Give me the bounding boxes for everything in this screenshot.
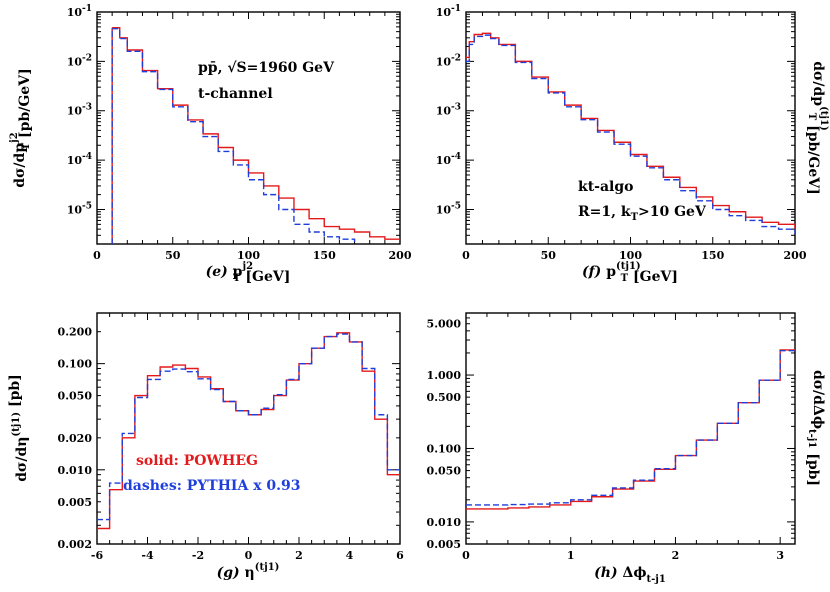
x-axis-label: (h) Δϕt-j1: [594, 565, 666, 585]
x-tick-label: 6: [396, 549, 404, 562]
y-axis-label: dσ/dp(tj1)T [pb/GeV]: [805, 61, 829, 194]
series-powheg: [466, 32, 795, 230]
x-tick-label: 150: [313, 249, 336, 262]
plot-frame: [465, 312, 796, 545]
x-tick-label: 50: [165, 249, 181, 262]
x-tick-label: 100: [619, 249, 642, 262]
series-powheg: [97, 332, 400, 530]
series-pythia: [97, 333, 400, 521]
x-axis-label: (g) η(tj1): [217, 562, 280, 581]
x-tick-label: 2: [295, 549, 303, 562]
y-tick-label: 0.200: [58, 326, 93, 339]
annotation-channel: t-channel: [198, 86, 273, 102]
y-tick-label: 10-4: [67, 152, 92, 167]
y-tick-label: 10-2: [436, 53, 461, 68]
x-axis-label: (e) pj2 T [GeV]: [206, 261, 291, 285]
annotation-algorithm: kt-algo: [578, 179, 634, 195]
x-tick-label: 0: [462, 249, 470, 262]
y-tick-label: 0.100: [427, 442, 462, 455]
y-tick-label: 0.500: [427, 391, 462, 404]
y-tick-label: 10-2: [67, 53, 92, 68]
y-tick-label: 10-5: [67, 201, 92, 216]
legend-dashes: dashes: PYTHIA x 0.93: [123, 478, 301, 494]
y-tick-label: 0.005: [427, 538, 461, 551]
y-tick-label: 0.010: [427, 516, 462, 529]
x-axis-label: (f) p(tj1) T [GeV]: [582, 261, 678, 285]
x-tick-label: 2: [672, 549, 680, 562]
annotation-jet-params: R=1, kT>10 GeV: [578, 204, 707, 223]
series-pythia: [466, 34, 795, 234]
y-tick-label: 10-4: [436, 152, 461, 167]
y-tick-label: 0.100: [58, 358, 93, 371]
x-tick-label: 50: [541, 249, 557, 262]
x-tick-label: 200: [389, 249, 412, 262]
y-tick-label: 0.010: [58, 464, 93, 477]
y-tick-label: 1.000: [427, 369, 462, 382]
chart-panel-h: 0 1 2 3 0.005 0.010 0.050 0.100 0.500 1.000 5.000: [427, 312, 796, 562]
y-axis-label: dσ/dΔϕt-j1 [pb]: [805, 370, 826, 486]
x-tick-label: 4: [346, 549, 354, 562]
y-tick-label: 10-3: [436, 103, 461, 118]
y-tick-label: 0.020: [58, 432, 93, 445]
x-tick-label: 200: [784, 249, 807, 262]
chart-panel-g: -6 -4 -2 0 2 4 6 0.002 0.005 0.010 0.020 0.050 0.100…: [58, 312, 404, 562]
chart-panel-e: 0 50 100 150 200 10-5 10-4 10-3 10-2 10-1: [67, 4, 412, 262]
y-tick-label: 10-1: [436, 4, 461, 19]
x-tick-label: 150: [701, 249, 724, 262]
x-tick-label: -2: [192, 549, 204, 562]
x-tick-label: 0: [93, 249, 101, 262]
y-tick-label: 10-3: [67, 103, 92, 118]
x-tick-label: 0: [245, 549, 253, 562]
y-tick-label: 0.050: [58, 390, 93, 403]
x-tick-label: 1: [567, 549, 575, 562]
y-tick-label: 0.050: [427, 465, 462, 478]
x-tick-label: -6: [91, 549, 104, 562]
series-powheg: [466, 349, 795, 510]
y-tick-label: 10-1: [67, 4, 92, 19]
legend-solid: solid: POWHEG: [136, 453, 258, 469]
plot-frame: [96, 312, 401, 545]
series-pythia: [466, 349, 795, 506]
chart-panel-f: 0 50 100 150 200 10-5 10-4 10-3 10-2 10-1: [436, 4, 807, 262]
y-tick-label: 0.002: [58, 538, 92, 551]
y-tick-label: 10-5: [436, 201, 461, 216]
x-tick-label: 3: [776, 549, 784, 562]
y-tick-label: 0.005: [58, 496, 92, 509]
y-tick-label: 5.000: [427, 318, 462, 331]
plot-frame: [96, 11, 401, 245]
annotation-collider: pp̄, √S=1960 GeV: [198, 60, 335, 76]
x-tick-label: 0: [462, 549, 470, 562]
x-tick-label: 100: [237, 249, 260, 262]
y-axis-label: dσ/dpj2T [pb/GeV]: [9, 68, 33, 187]
y-axis-label: dσ/dη(tj1) [pb]: [7, 374, 30, 482]
x-tick-label: -4: [141, 549, 154, 562]
series-pythia: [112, 27, 356, 242]
